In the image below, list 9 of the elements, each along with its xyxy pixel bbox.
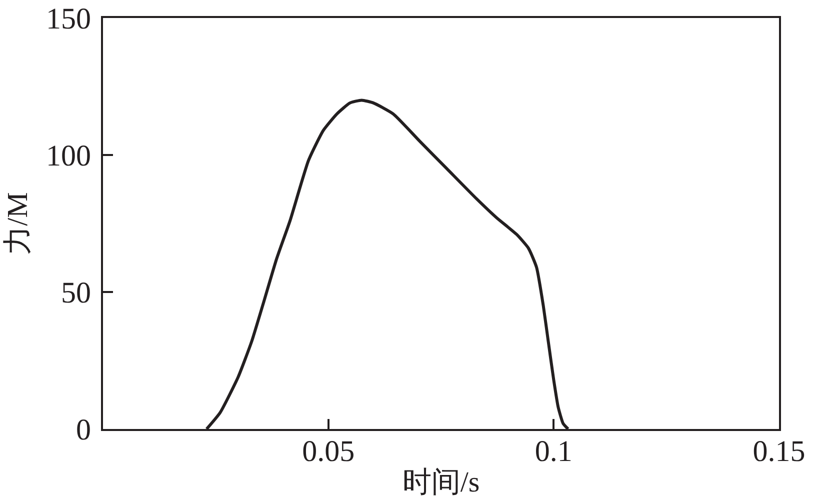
y-axis-title: 力/M: [2, 192, 34, 255]
y-tick-label: 0: [76, 414, 91, 446]
y-tick-label: 50: [61, 276, 91, 310]
x-tick-label: 0.1: [534, 435, 572, 468]
y-tick-label: 100: [46, 140, 91, 172]
x-tick-label: 0.15: [752, 435, 806, 468]
x-tick-label: 0.05: [302, 435, 355, 468]
x-axis-title: 时间/s: [402, 466, 480, 498]
y-tick-label: 150: [46, 2, 91, 36]
